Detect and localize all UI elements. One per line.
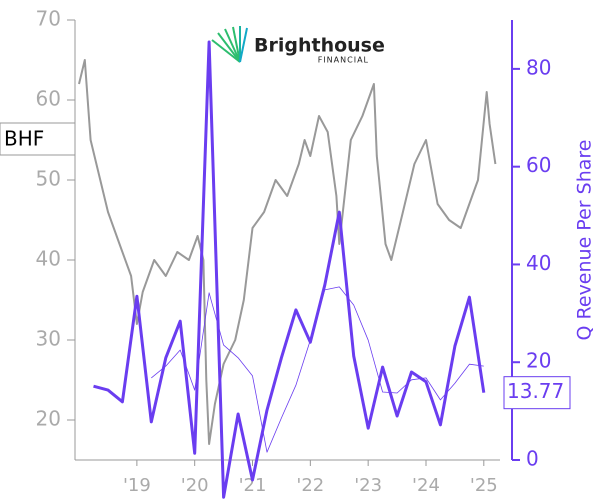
logo-tagline: FINANCIAL [318, 56, 369, 65]
x-tick-label: '22 [296, 475, 324, 496]
y2-tick-label: 40 [526, 251, 551, 275]
y-tick-label: 60 [36, 87, 61, 111]
y-tick-label: 40 [36, 247, 61, 271]
y2-tick-label: 60 [526, 153, 551, 177]
y-tick-label: 30 [36, 327, 61, 351]
series-label: BHF [4, 127, 44, 151]
y-tick-label: 50 [36, 167, 61, 191]
y2-tick-label: 0 [526, 447, 539, 471]
x-tick-label: '20 [181, 475, 209, 496]
last-value-box [503, 376, 571, 410]
last-value-label: 13.77 [507, 379, 564, 403]
logo-name: Brighthouse [254, 35, 385, 57]
logo: Brighthouse FINANCIAL [211, 26, 385, 65]
x-tick-label: '24 [412, 475, 440, 496]
x-tick-label: '23 [354, 475, 382, 496]
y2-axis-label: Q Revenue Per Share [574, 140, 596, 341]
y-tick-label: 20 [36, 407, 61, 431]
series-line [151, 286, 484, 453]
y2-tick-label: 20 [526, 349, 551, 373]
x-tick-label: '25 [470, 475, 498, 496]
series-label-box [0, 122, 76, 156]
x-tick-label: '19 [123, 475, 151, 496]
x-tick-label: '21 [239, 475, 267, 496]
series-line [93, 40, 486, 499]
y-tick-label: 70 [36, 7, 61, 31]
series-line [78, 59, 497, 445]
y2-tick-label: 80 [526, 55, 551, 79]
